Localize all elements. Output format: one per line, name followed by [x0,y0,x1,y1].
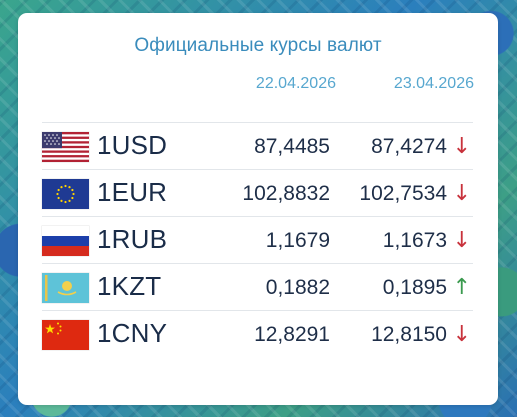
currency-code: 1USD [97,130,168,160]
flag-china-icon [42,320,89,350]
rate-previous: 1,1679 [265,229,330,252]
currency-code: 1KZT [97,271,162,301]
rate-row-rub: 1RUB 1,1679 1,1673 ↓ [42,216,473,263]
flag-russia-icon [42,226,89,256]
rate-previous: 0,1882 [265,276,330,299]
trend-down-icon: ↓ [452,134,471,159]
flag-eu-icon [42,179,89,209]
currency-code: 1CNY [97,318,168,348]
rate-row-eur: 1EUR 102,8832 102,7534 ↓ [42,169,473,216]
rate-row-kzt: 1KZT 0,1882 0,1895 ↑ [42,263,473,310]
trend-down-icon: ↓ [452,322,471,347]
rate-row-cny: 1CNY 12,8291 12,8150 ↓ [42,310,473,357]
rate-current: 87,4274 [371,135,447,158]
flag-kazakhstan-icon [42,273,89,303]
rate-row-usd: 1USD 87,4485 87,4274 ↓ [42,122,473,169]
trend-down-icon: ↓ [452,228,471,253]
rate-current: 102,7534 [359,182,447,205]
exchange-rates-card: Официальные курсы валют 22.04.2026 23.04… [18,13,498,405]
rate-current: 1,1673 [382,229,447,252]
date-previous: 22.04.2026 [255,75,336,92]
currency-code: 1EUR [97,177,168,207]
widget-title: Официальные курсы валют [134,35,382,56]
rate-previous: 87,4485 [254,135,330,158]
rate-current: 12,8150 [371,323,447,346]
rate-current: 0,1895 [382,276,447,299]
date-current: 23.04.2026 [393,75,474,92]
rates-table: 1USD 87,4485 87,4274 ↓ 1EUR 102,8832 [42,122,473,357]
rate-previous: 12,8291 [254,323,330,346]
trend-up-icon: ↑ [452,275,471,300]
currency-code: 1RUB [97,224,168,254]
flag-usa-icon [42,132,89,162]
trend-down-icon: ↓ [452,181,471,206]
rate-previous: 102,8832 [242,182,330,205]
